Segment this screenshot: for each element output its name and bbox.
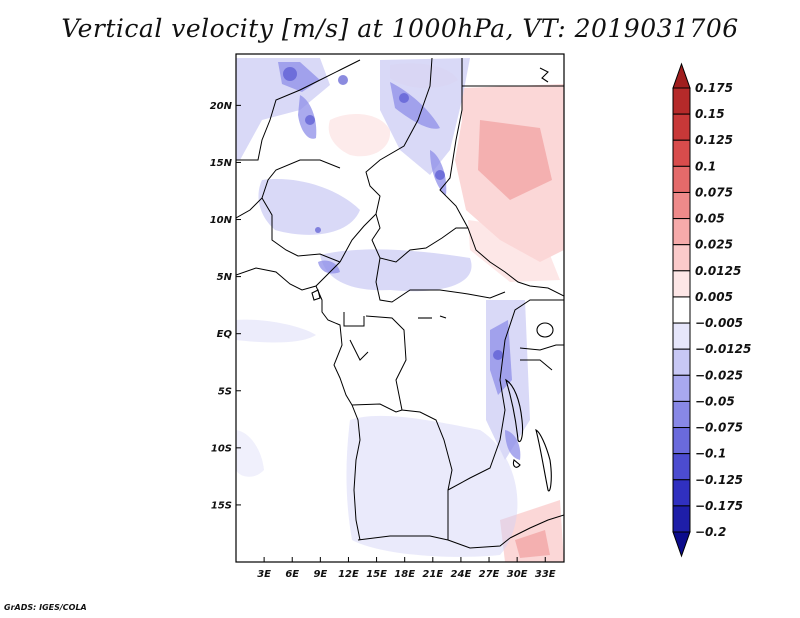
colorbar-box	[672, 400, 691, 429]
lon-tick-label: 18E	[394, 569, 415, 580]
lat-tick-label: EQ	[217, 329, 233, 340]
colorbar-label: −0.2	[695, 525, 726, 539]
colorbar-box	[672, 348, 691, 376]
colorbar-label: −0.125	[695, 473, 743, 487]
latitude-axis: 20N 15N 10N 5N EQ 5S 10S 15S	[210, 101, 241, 511]
lon-tick-label: 15E	[366, 569, 387, 580]
map-title: Vertical velocity [m/s] at 1000hPa, VT: …	[61, 14, 739, 43]
colorbar-label: −0.005	[695, 316, 743, 330]
colorbar-box	[672, 322, 691, 350]
lat-tick-label: 15S	[211, 500, 232, 511]
colorbar-box	[672, 427, 691, 455]
colorbar-label: −0.0125	[695, 342, 751, 356]
colorbar-label: 0.05	[695, 212, 725, 226]
lon-tick-label: 33E	[535, 569, 556, 580]
colorbar-label: 0.075	[695, 185, 733, 199]
colorbar-box	[672, 479, 691, 507]
lon-tick-label: 24E	[451, 569, 472, 580]
colorbar-box	[672, 244, 691, 272]
colorbar-label: 0.15	[695, 107, 725, 121]
colorbar-label: 0.005	[695, 290, 733, 304]
lon-tick-label: 9E	[313, 569, 327, 580]
lat-tick-label: 5N	[217, 272, 233, 283]
colorbar-box	[672, 296, 691, 324]
colorbar-label: 0.175	[695, 81, 733, 95]
colorbar-bottom-arrow	[672, 531, 691, 558]
lat-tick-label: 15N	[210, 158, 233, 169]
colorbar-label: −0.075	[695, 421, 743, 435]
lon-tick-label: 6E	[285, 569, 299, 580]
lat-tick-label: 10N	[210, 215, 233, 226]
colorbar-label: 0.1	[695, 159, 716, 173]
positive-velocity-core	[478, 120, 552, 558]
colorbar: 0.175 0.15 0.125 0.1 0.075 0.05 0.025 0.0125 0.0…	[672, 62, 751, 558]
colorbar-label: −0.025	[695, 368, 743, 382]
lon-tick-label: 12E	[338, 569, 359, 580]
colorbar-label: −0.175	[695, 499, 743, 513]
colorbar-box	[672, 87, 691, 115]
country-boundaries	[236, 57, 564, 549]
strong-negative-spots	[283, 67, 503, 360]
lat-tick-label: 10S	[211, 443, 232, 454]
colorbar-box	[672, 165, 691, 193]
colorbar-label: 0.0125	[695, 264, 741, 278]
colorbar-box	[672, 270, 691, 298]
colorbar-box	[672, 218, 691, 246]
map-frame	[235, 53, 565, 563]
lon-tick-label: 30E	[507, 569, 528, 580]
colorbar-box	[672, 453, 691, 481]
colorbar-label: 0.125	[695, 133, 733, 147]
longitude-axis: 3E 6E 9E 12E 15E 18E 21E 24E 27E 30E 33E	[257, 557, 556, 580]
colorbar-box	[672, 139, 691, 167]
colorbar-label: 0.025	[695, 238, 733, 252]
colorbar-box	[672, 374, 691, 402]
lon-tick-label: 27E	[479, 569, 500, 580]
grads-credit: GrADS: IGES/COLA	[4, 603, 87, 612]
colorbar-box	[672, 505, 691, 533]
colorbar-box	[672, 191, 691, 220]
colorbar-label: −0.1	[695, 447, 726, 461]
lat-tick-label: 20N	[210, 101, 233, 112]
lat-tick-label: 5S	[218, 386, 232, 397]
lon-tick-label: 3E	[257, 569, 271, 580]
lon-tick-label: 21E	[422, 569, 443, 580]
colorbar-top-arrow	[672, 62, 691, 89]
colorbar-box	[672, 113, 691, 141]
colorbar-label: −0.05	[695, 394, 735, 408]
lakes	[311, 67, 554, 492]
